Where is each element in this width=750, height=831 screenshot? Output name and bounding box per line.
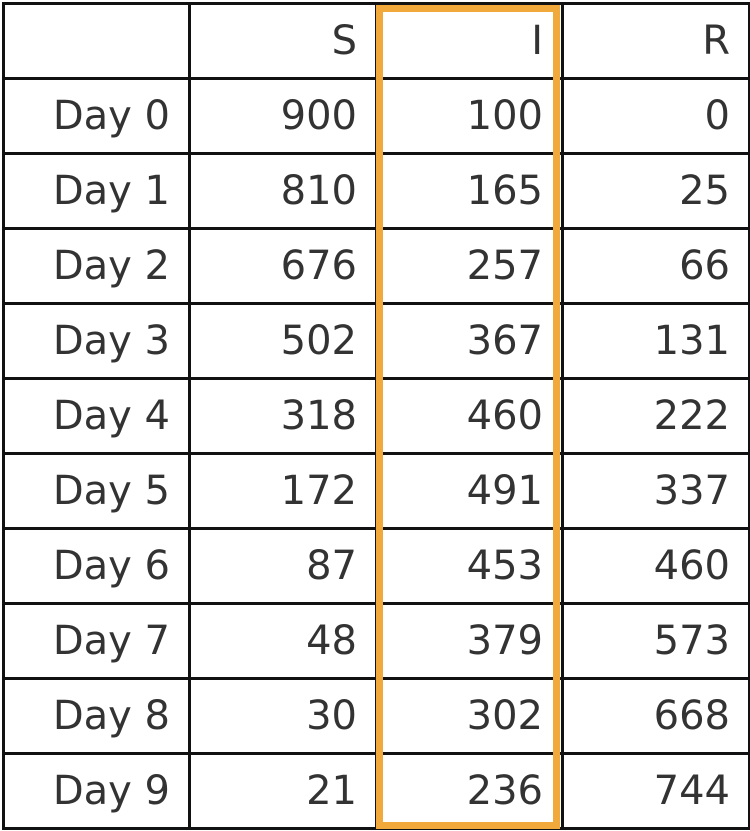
- cell-S: 48: [188, 602, 378, 680]
- cell-I: 491: [375, 452, 564, 530]
- cell-I: 367: [375, 302, 564, 380]
- row-label: Day 2: [2, 227, 191, 305]
- cell-R: 66: [561, 227, 750, 305]
- row-label: Day 7: [2, 602, 191, 680]
- table-row: Day 6 87 453 460: [2, 527, 750, 605]
- row-label: Day 3: [2, 302, 191, 380]
- header-corner-cell: [2, 2, 191, 80]
- row-label: Day 1: [2, 152, 191, 230]
- cell-S: 30: [188, 677, 378, 755]
- table-row: Day 5 172 491 337: [2, 452, 750, 530]
- table-row: Day 3 502 367 131: [2, 302, 750, 380]
- cell-S: 87: [188, 527, 378, 605]
- cell-R: 222: [561, 377, 750, 455]
- table-row: Day 2 676 257 66: [2, 227, 750, 305]
- cell-R: 0: [561, 77, 750, 155]
- cell-I: 302: [375, 677, 564, 755]
- cell-S: 676: [188, 227, 378, 305]
- row-label: Day 6: [2, 527, 191, 605]
- row-label: Day 9: [2, 752, 191, 830]
- column-header-R: R: [561, 2, 750, 80]
- cell-I: 100: [375, 77, 564, 155]
- cell-I: 257: [375, 227, 564, 305]
- cell-R: 337: [561, 452, 750, 530]
- table-row: Day 0 900 100 0: [2, 77, 750, 155]
- cell-I: 236: [375, 752, 564, 830]
- table-row: Day 7 48 379 573: [2, 602, 750, 680]
- table-row: Day 9 21 236 744: [2, 752, 750, 830]
- cell-S: 318: [188, 377, 378, 455]
- cell-S: 172: [188, 452, 378, 530]
- column-header-S: S: [188, 2, 378, 80]
- table-row: Day 8 30 302 668: [2, 677, 750, 755]
- cell-R: 744: [561, 752, 750, 830]
- cell-R: 460: [561, 527, 750, 605]
- table-row: Day 1 810 165 25: [2, 152, 750, 230]
- cell-S: 21: [188, 752, 378, 830]
- cell-S: 900: [188, 77, 378, 155]
- row-label: Day 8: [2, 677, 191, 755]
- table-body: Day 0 900 100 0 Day 1 810 165 25 Day 2 676 257 66 Da…: [2, 77, 750, 830]
- cell-I: 460: [375, 377, 564, 455]
- cell-I: 453: [375, 527, 564, 605]
- cell-S: 810: [188, 152, 378, 230]
- row-label: Day 0: [2, 77, 191, 155]
- cell-S: 502: [188, 302, 378, 380]
- cell-R: 131: [561, 302, 750, 380]
- cell-R: 25: [561, 152, 750, 230]
- cell-R: 668: [561, 677, 750, 755]
- cell-I: 379: [375, 602, 564, 680]
- row-label: Day 5: [2, 452, 191, 530]
- table-row: Day 4 318 460 222: [2, 377, 750, 455]
- row-label: Day 4: [2, 377, 191, 455]
- cell-I: 165: [375, 152, 564, 230]
- column-header-I: I: [375, 2, 564, 80]
- cell-R: 573: [561, 602, 750, 680]
